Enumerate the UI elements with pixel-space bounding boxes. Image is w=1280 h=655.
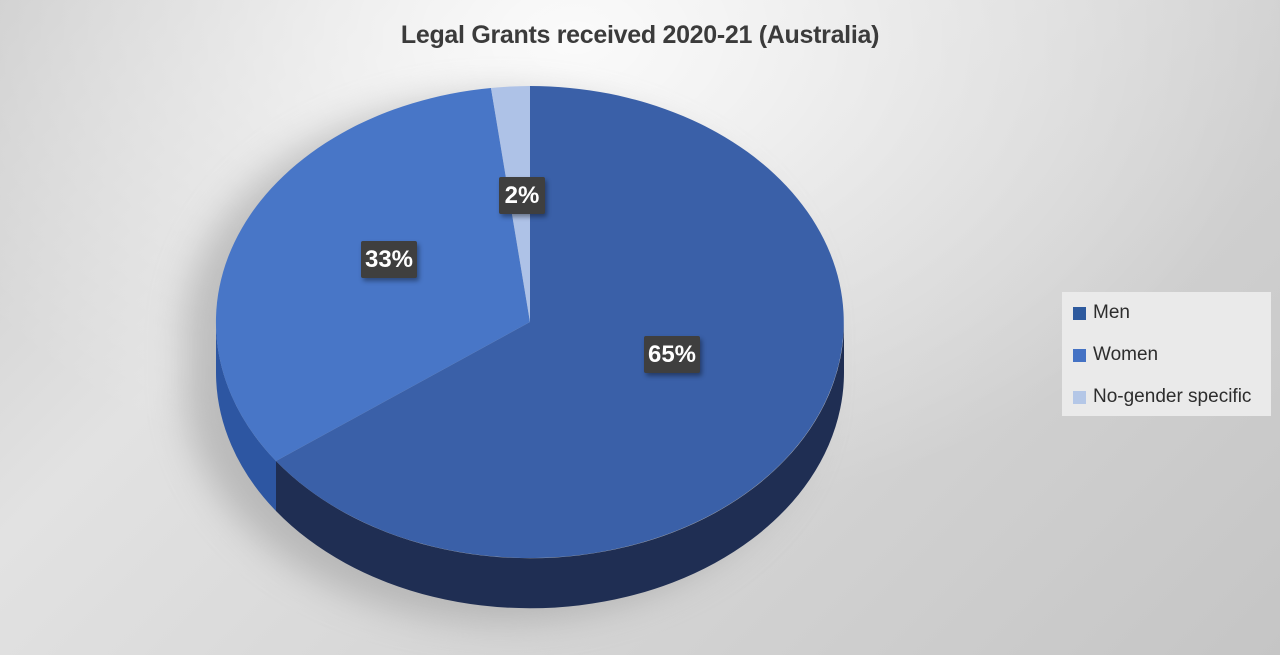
pie-side-men [276, 322, 845, 609]
data-label-no-gender[interactable]: 2% [499, 177, 545, 214]
legend-item-women[interactable]: Women [1073, 344, 1271, 365]
legend-key-no-gender-icon [1073, 390, 1086, 404]
legend-label-women: Women [1093, 344, 1159, 365]
legend: Men Women No-gender specific [1062, 292, 1271, 416]
legend-item-no-gender[interactable]: No-gender specific [1073, 386, 1271, 407]
chart-title[interactable]: Legal Grants received 2020-21 (Australia… [400, 21, 880, 49]
data-label-women[interactable]: 33% [361, 241, 417, 278]
pie-side-women [215, 322, 276, 511]
legend-key-women-icon [1073, 348, 1086, 362]
pie-slice-men[interactable] [276, 86, 844, 558]
data-label-men[interactable]: 65% [644, 336, 700, 373]
legend-label-no-gender: No-gender specific [1093, 386, 1252, 407]
legend-item-men[interactable]: Men [1073, 302, 1271, 323]
legend-key-men-icon [1073, 306, 1086, 320]
legend-label-men: Men [1093, 302, 1130, 323]
